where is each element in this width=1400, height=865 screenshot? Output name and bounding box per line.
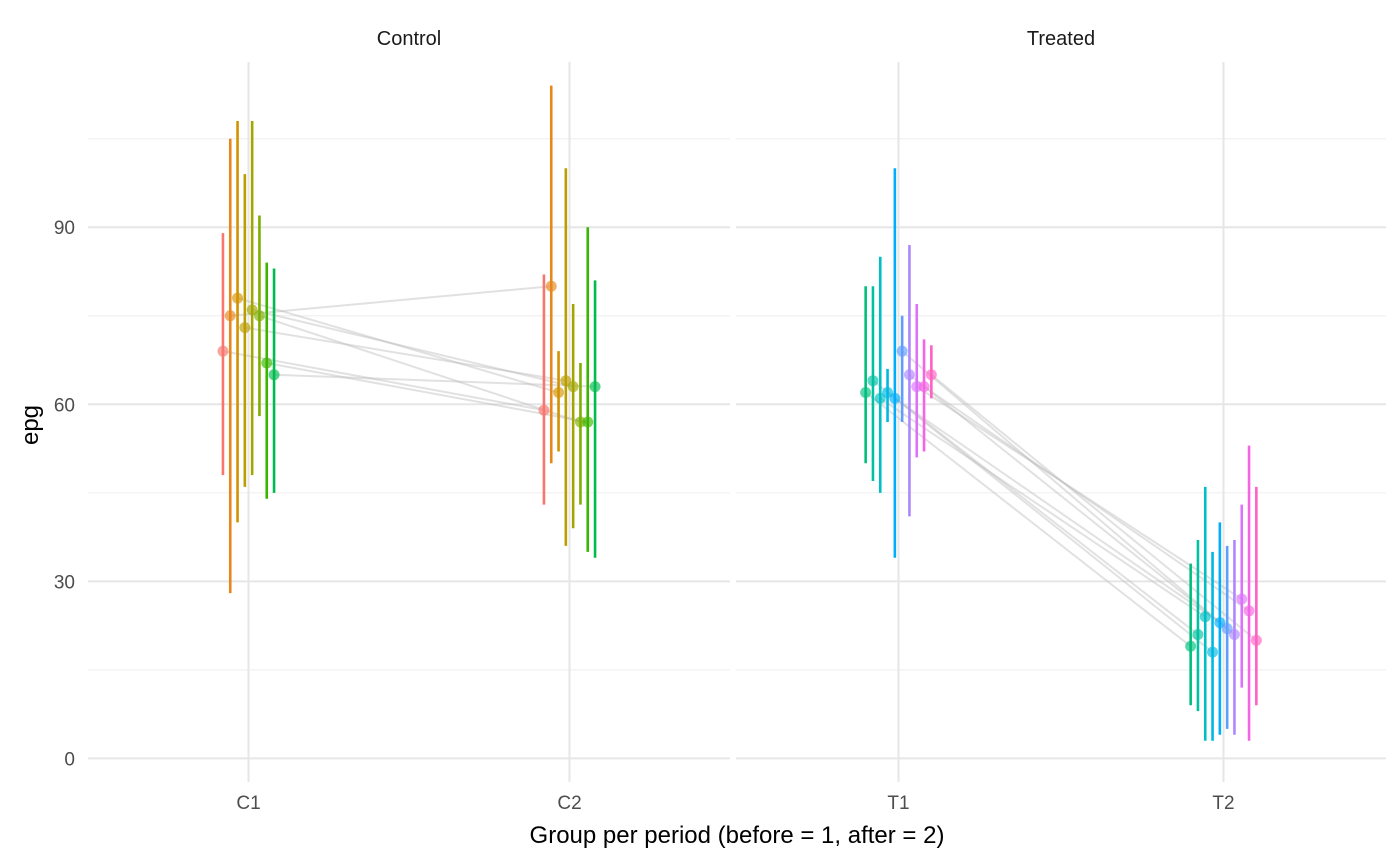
data-point — [582, 416, 594, 428]
data-point — [261, 357, 273, 369]
data-point — [1207, 646, 1219, 658]
data-point — [567, 381, 579, 393]
paired-line — [923, 385, 1250, 612]
y-tick-label: 30 — [54, 572, 75, 593]
data-point — [538, 404, 550, 416]
paired-line — [274, 373, 596, 388]
data-point — [1228, 628, 1240, 640]
data-point — [1214, 617, 1226, 629]
paired-line — [222, 350, 545, 412]
data-point — [1236, 593, 1248, 605]
data-point — [874, 392, 886, 404]
data-point — [1192, 628, 1204, 640]
data-point — [1199, 611, 1211, 623]
data-point — [560, 375, 572, 387]
data-point — [896, 345, 908, 357]
paired-lines-layer — [222, 285, 1257, 653]
data-point — [882, 386, 894, 398]
x-tick-label: T2 — [1212, 793, 1234, 814]
paired-line — [872, 379, 1199, 636]
data-point — [1243, 605, 1255, 617]
paired-line — [908, 374, 1236, 636]
data-point — [1221, 623, 1233, 635]
paired-line — [930, 374, 1257, 642]
paired-line — [894, 397, 1221, 624]
data-point — [925, 369, 937, 381]
data-point — [246, 304, 258, 316]
paired-line — [244, 326, 567, 382]
data-point — [903, 369, 915, 381]
data-point — [589, 381, 601, 393]
data-point — [253, 310, 265, 322]
data-point — [553, 386, 565, 398]
paired-line — [901, 350, 1228, 630]
grid-layer — [88, 62, 1386, 782]
x-tick-label: C1 — [236, 793, 260, 814]
x-tick-label: C2 — [557, 793, 581, 814]
y-tick-label: 0 — [64, 749, 75, 770]
data-point — [217, 345, 229, 357]
data-point — [232, 292, 244, 304]
paired-line — [237, 297, 559, 394]
panel-title: Control — [377, 28, 441, 50]
y-axis-title: epg — [17, 405, 44, 445]
data-point — [545, 280, 557, 292]
y-tick-label: 60 — [54, 395, 75, 416]
data-point — [239, 322, 251, 334]
marks-layer — [217, 85, 1262, 741]
paired-line — [879, 397, 1206, 618]
data-point — [860, 386, 872, 398]
data-point — [867, 375, 879, 387]
data-point — [918, 381, 930, 393]
data-point — [268, 369, 280, 381]
paired-line — [230, 285, 552, 317]
paired-line — [865, 391, 1192, 648]
x-tick-label: T1 — [887, 793, 909, 814]
labels-layer: 0 30 60 90 Control C1 C2 Treated T1 T2 — [54, 28, 1235, 814]
x-axis-title: Group per period (before = 1, after = 2) — [530, 822, 945, 849]
data-point — [224, 310, 236, 322]
data-point — [889, 392, 901, 404]
paired-line — [266, 362, 588, 423]
data-point — [1250, 634, 1262, 646]
paired-line — [251, 308, 574, 388]
y-tick-label: 90 — [54, 218, 75, 239]
data-point — [1185, 640, 1197, 652]
paired-line — [916, 385, 1243, 600]
paired-line — [886, 391, 1214, 653]
paired-line — [259, 314, 581, 423]
panel-title: Treated — [1027, 28, 1095, 50]
